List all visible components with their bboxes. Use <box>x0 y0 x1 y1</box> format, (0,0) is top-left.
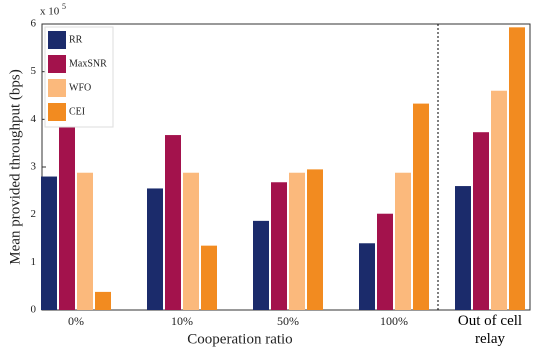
bar <box>95 291 111 310</box>
bar <box>165 135 181 310</box>
bar <box>201 245 217 310</box>
x-tick-label-box: Out of cell relay <box>457 313 523 347</box>
bar <box>359 243 375 310</box>
y-multiplier: x 10 <box>40 6 60 18</box>
bar <box>253 220 269 310</box>
y-tick-label: 0 <box>31 304 37 316</box>
x-tick-label: Out of cell relay <box>457 313 523 347</box>
bar <box>77 172 93 310</box>
y-axis-label: Mean provided throughput (bps) <box>7 69 23 264</box>
bar <box>289 172 305 310</box>
x-tick-label: 50% <box>277 314 299 328</box>
bar <box>473 132 489 310</box>
legend-swatch <box>48 55 66 73</box>
bar <box>455 186 471 310</box>
bar <box>41 176 57 310</box>
legend-label: RR <box>69 34 83 45</box>
bar <box>147 188 163 310</box>
y-tick-label: 5 <box>31 65 37 77</box>
bar <box>183 172 199 310</box>
legend-label: WFO <box>69 82 91 93</box>
x-tick-label: 0% <box>68 314 84 328</box>
x-axis-label: Cooperation ratio <box>187 331 292 347</box>
bar <box>307 169 323 310</box>
bar <box>413 103 429 310</box>
bar <box>509 27 525 310</box>
legend-swatch <box>48 79 66 97</box>
y-multiplier-exponent: 5 <box>62 2 66 11</box>
legend-label: CEI <box>69 106 85 117</box>
legend-label: MaxSNR <box>69 58 107 69</box>
legend-swatch <box>48 103 66 121</box>
y-tick-label: 2 <box>31 208 37 220</box>
bar <box>395 172 411 310</box>
legend-swatch <box>48 31 66 49</box>
bar <box>59 124 75 310</box>
y-tick-label: 4 <box>31 113 37 125</box>
bar <box>377 213 393 310</box>
y-tick-label: 3 <box>31 161 37 173</box>
y-tick-label: 6 <box>31 18 37 30</box>
x-tick-label: 10% <box>171 314 193 328</box>
bar <box>491 90 507 310</box>
bar <box>271 182 287 310</box>
x-tick-label: 100% <box>380 314 408 328</box>
y-tick-label: 1 <box>31 256 37 268</box>
